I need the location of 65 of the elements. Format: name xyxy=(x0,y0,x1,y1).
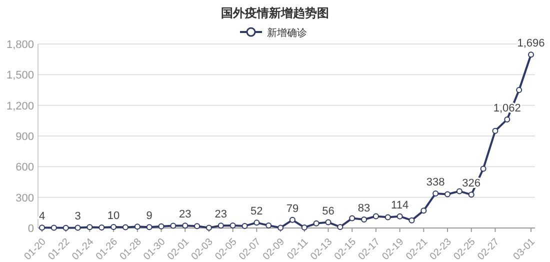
point xyxy=(289,216,296,223)
y-tick-label: 900 xyxy=(16,131,34,143)
point xyxy=(444,191,451,198)
point xyxy=(361,216,368,223)
point xyxy=(349,215,356,222)
point xyxy=(408,217,415,224)
data-label: 79 xyxy=(286,202,299,215)
chart-title: 国外疫情新增趋势图 xyxy=(221,6,329,20)
point xyxy=(98,224,105,230)
point xyxy=(39,224,45,231)
point xyxy=(182,222,188,229)
point xyxy=(230,222,236,229)
point xyxy=(480,166,486,172)
data-label: 23 xyxy=(178,208,192,221)
point xyxy=(516,87,522,93)
data-label: 52 xyxy=(250,206,263,218)
point xyxy=(528,52,534,58)
data-label: 56 xyxy=(322,205,334,218)
point xyxy=(50,224,57,231)
point xyxy=(492,128,498,134)
point xyxy=(146,224,152,230)
legend: 新增确诊 xyxy=(240,27,307,39)
point xyxy=(122,224,128,230)
data-label: 4 xyxy=(38,210,46,223)
y-tick-label: 1,800 xyxy=(6,39,34,51)
point xyxy=(110,224,117,230)
data-label: 10 xyxy=(107,210,120,222)
point xyxy=(206,224,212,231)
y-tick-label: 1,200 xyxy=(6,100,34,112)
point xyxy=(468,192,474,198)
point xyxy=(396,213,403,220)
data-label: 83 xyxy=(358,202,370,215)
data-label: 338 xyxy=(426,176,445,188)
y-tick-label: 1,500 xyxy=(6,70,34,82)
point xyxy=(301,224,308,230)
data-label: 114 xyxy=(391,199,409,212)
data-label: 9 xyxy=(146,210,152,222)
point xyxy=(266,222,272,228)
legend-label: 新增确诊 xyxy=(267,27,307,39)
data-label: 1,696 xyxy=(517,38,545,50)
y-tick-label: 600 xyxy=(16,162,34,174)
point xyxy=(504,116,510,122)
y-tick-label: 0 xyxy=(28,223,34,235)
point xyxy=(170,222,176,229)
point xyxy=(158,223,164,230)
point xyxy=(384,214,391,220)
data-label: 3 xyxy=(74,210,81,223)
point xyxy=(254,220,260,226)
point xyxy=(420,208,427,214)
point xyxy=(278,224,284,231)
point xyxy=(372,213,379,220)
point xyxy=(194,223,200,230)
point xyxy=(62,224,69,231)
point xyxy=(432,190,439,196)
point xyxy=(313,220,320,226)
point xyxy=(134,224,140,230)
point xyxy=(74,224,81,231)
data-label: 23 xyxy=(214,208,228,221)
point xyxy=(242,222,248,229)
y-tick-label: 300 xyxy=(16,192,34,204)
point xyxy=(337,224,344,230)
point xyxy=(456,188,462,194)
point xyxy=(325,219,332,226)
point xyxy=(86,224,93,230)
point xyxy=(218,222,224,229)
